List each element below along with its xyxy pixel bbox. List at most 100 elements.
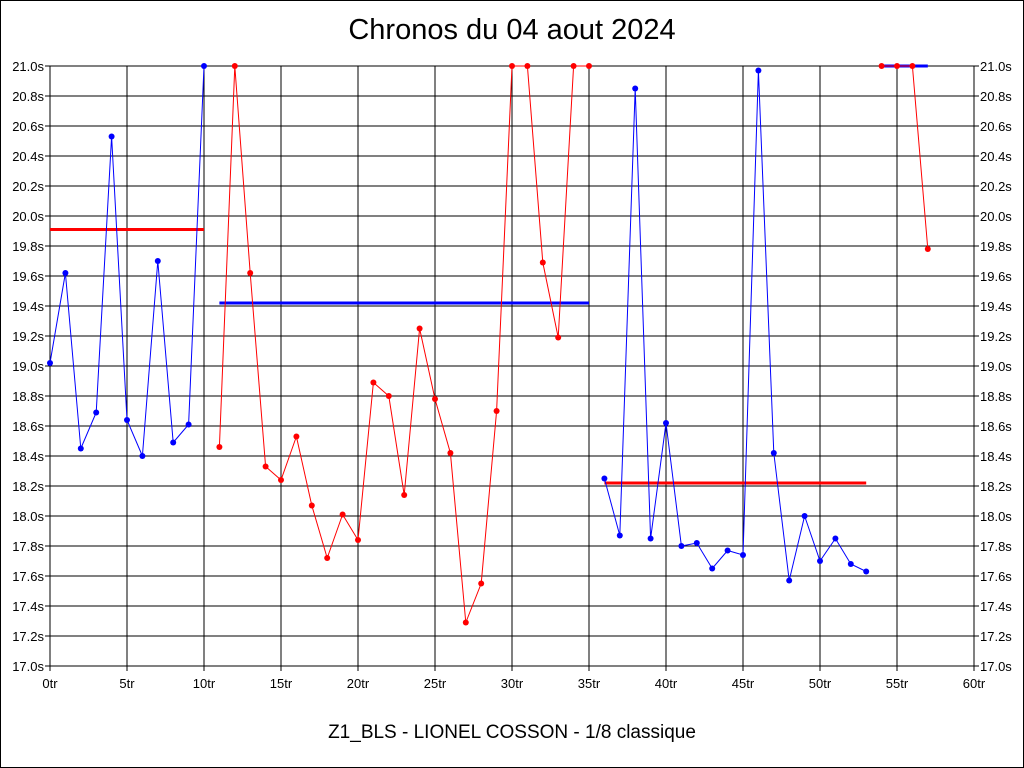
y-tick-label-right: 18.0s — [980, 509, 1012, 524]
data-point — [755, 67, 762, 74]
y-tick-label-right: 19.6s — [980, 269, 1012, 284]
data-point — [201, 63, 207, 69]
chart-title: Chronos du 04 aout 2024 — [348, 14, 676, 46]
data-point — [632, 85, 639, 92]
data-point — [124, 417, 130, 423]
y-tick-label-right: 18.2s — [980, 479, 1012, 494]
data-point — [62, 270, 69, 276]
data-point — [339, 511, 346, 518]
data-point — [863, 568, 870, 575]
data-point — [401, 492, 408, 498]
data-point — [894, 63, 900, 69]
data-point — [770, 450, 777, 456]
data-point — [77, 445, 84, 452]
y-tick-label-right: 19.8s — [980, 239, 1012, 254]
data-point — [555, 334, 562, 341]
y-tick-label-left: 18.0s — [12, 509, 44, 524]
y-tick-label-right: 20.8s — [980, 89, 1012, 104]
y-tick-label-right: 19.4s — [980, 299, 1012, 314]
data-point — [432, 396, 438, 402]
data-point — [663, 420, 669, 426]
y-tick-label-right: 17.8s — [980, 539, 1012, 554]
x-tick-label: 35tr — [578, 676, 601, 691]
data-point — [185, 421, 192, 428]
data-point — [539, 259, 546, 266]
y-tick-label-left: 21.0s — [12, 59, 44, 74]
y-tick-label-left: 20.8s — [12, 89, 44, 104]
y-tick-label-right: 17.4s — [980, 599, 1012, 614]
data-point — [478, 580, 485, 587]
y-tick-label-left: 18.4s — [12, 449, 44, 464]
data-point — [586, 63, 592, 69]
data-point — [47, 360, 53, 366]
y-tick-label-left: 18.6s — [12, 419, 44, 434]
data-point — [832, 535, 839, 542]
x-tick-label: 10tr — [193, 676, 216, 691]
data-point — [909, 63, 916, 69]
data-point — [462, 619, 469, 626]
y-tick-label-right: 17.2s — [980, 629, 1012, 644]
data-point — [247, 270, 254, 276]
data-point — [847, 561, 854, 567]
data-point — [216, 444, 223, 450]
y-tick-label-left: 19.8s — [12, 239, 44, 254]
y-tick-label-left: 20.0s — [12, 209, 44, 224]
y-tick-label-left: 18.8s — [12, 389, 44, 404]
y-tick-label-left: 19.2s — [12, 329, 44, 344]
data-point — [678, 543, 685, 549]
data-point — [924, 246, 931, 252]
data-point — [647, 535, 654, 542]
y-tick-label-left: 18.2s — [12, 479, 44, 494]
y-tick-label-right: 19.0s — [980, 359, 1012, 374]
data-point — [170, 439, 177, 446]
data-point — [570, 63, 577, 69]
data-point — [293, 433, 300, 440]
y-tick-label-right: 17.6s — [980, 569, 1012, 584]
y-tick-label-right: 20.6s — [980, 119, 1012, 134]
data-point — [108, 133, 115, 140]
y-tick-label-left: 19.6s — [12, 269, 44, 284]
data-point — [709, 565, 716, 572]
y-tick-label-left: 17.8s — [12, 539, 44, 554]
data-point — [278, 477, 284, 483]
x-tick-label: 60tr — [963, 676, 986, 691]
data-point — [385, 393, 392, 399]
y-tick-label-left: 20.4s — [12, 149, 44, 164]
data-point — [154, 258, 161, 264]
data-point — [416, 325, 423, 332]
x-tick-label: 50tr — [809, 676, 832, 691]
series-line — [603, 70, 867, 581]
data-point — [817, 558, 823, 564]
data-point — [724, 547, 731, 554]
y-tick-label-right: 19.2s — [980, 329, 1012, 344]
data-point — [616, 532, 623, 539]
data-point — [139, 453, 146, 459]
x-tick-label: 40tr — [655, 676, 678, 691]
data-point — [231, 63, 238, 69]
data-point — [601, 475, 608, 482]
data-point — [740, 552, 746, 558]
data-point — [786, 577, 793, 584]
y-tick-label-left: 20.2s — [12, 179, 44, 194]
data-point — [801, 513, 808, 519]
data-point — [878, 63, 885, 69]
y-tick-label-right: 17.0s — [980, 659, 1012, 674]
data-point — [324, 555, 331, 561]
y-tick-label-left: 19.0s — [12, 359, 44, 374]
data-point — [262, 463, 269, 470]
y-tick-label-right: 18.6s — [980, 419, 1012, 434]
x-tick-label: 20tr — [347, 676, 370, 691]
y-tick-label-left: 17.2s — [12, 629, 44, 644]
y-tick-label-right: 20.2s — [980, 179, 1012, 194]
y-tick-label-left: 17.0s — [12, 659, 44, 674]
y-tick-label-left: 20.6s — [12, 119, 44, 134]
y-tick-label-right: 21.0s — [980, 59, 1012, 74]
y-tick-label-right: 18.4s — [980, 449, 1012, 464]
data-point — [308, 502, 315, 509]
data-point — [493, 408, 500, 414]
data-point — [509, 63, 515, 69]
data-point — [93, 409, 100, 416]
x-tick-label: 30tr — [501, 676, 524, 691]
data-point — [370, 379, 377, 386]
